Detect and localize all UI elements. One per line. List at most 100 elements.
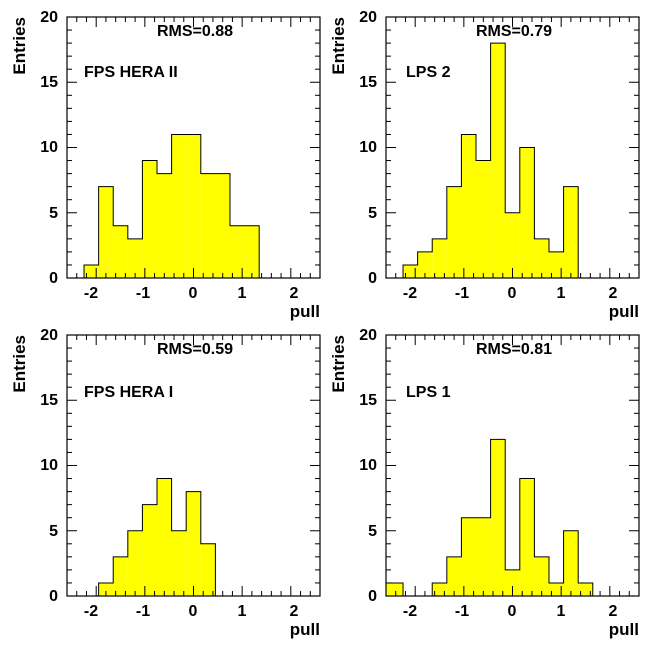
- histogram-bar: [98, 186, 114, 278]
- histogram-bar: [548, 582, 564, 596]
- xtick-label-0: 0: [189, 285, 198, 302]
- histogram-bar: [446, 186, 462, 278]
- ytick-label-10: 10: [40, 457, 58, 474]
- xtick-label-m1: -1: [455, 285, 469, 302]
- histogram-outline: [83, 133, 260, 278]
- rms-annotation: RMS=0.88: [157, 23, 233, 40]
- y-axis-title: Entries: [10, 335, 29, 393]
- ytick-label-15: 15: [40, 74, 58, 91]
- ytick-label-20: 20: [40, 327, 58, 344]
- rms-annotation: RMS=0.79: [476, 23, 552, 40]
- histogram-bar: [578, 582, 593, 596]
- xtick-label-m1: -1: [136, 603, 150, 620]
- ytick-label-10: 10: [40, 139, 58, 156]
- panel-bottom-right: 0 5 10 15 20 -2 -1 0 1 2 pull Entries RM…: [329, 327, 640, 639]
- ytick-label-20: 20: [359, 9, 377, 26]
- panel-top-left: 0 5 10 15 20 -2 -1 0 1 2 pull Entries RM…: [10, 9, 321, 321]
- ytick-label-5: 5: [49, 205, 58, 222]
- x-axis-title: pull: [290, 620, 320, 639]
- xtick-label-0: 0: [508, 603, 517, 620]
- histogram-bar: [490, 43, 506, 278]
- ytick-label-0: 0: [49, 588, 58, 605]
- histogram-bar: [563, 186, 579, 278]
- xtick-label-2: 2: [290, 603, 299, 620]
- histogram-bar: [417, 251, 433, 278]
- xtick-label-m1: -1: [136, 285, 150, 302]
- histogram-bar: [98, 582, 114, 596]
- ticks-group: [385, 334, 640, 597]
- rms-annotation: RMS=0.59: [157, 341, 233, 358]
- xtick-label-1: 1: [238, 285, 247, 302]
- histogram-bar: [519, 478, 535, 596]
- histogram-bar: [215, 173, 230, 278]
- histogram-bar: [171, 530, 187, 596]
- histogram-bar: [386, 582, 404, 596]
- ytick-label-15: 15: [359, 74, 377, 91]
- histogram-bar: [186, 134, 201, 278]
- histogram-bar: [113, 225, 128, 278]
- xtick-label-0: 0: [508, 285, 517, 302]
- ytick-label-20: 20: [40, 9, 58, 26]
- ytick-label-5: 5: [49, 523, 58, 540]
- rms-annotation: RMS=0.81: [476, 341, 552, 358]
- ytick-label-0: 0: [49, 270, 58, 287]
- histogram-bar: [548, 251, 564, 278]
- detector-label: FPS HERA I: [84, 384, 173, 401]
- histogram-bar: [157, 478, 172, 596]
- histogram-outline: [402, 42, 579, 278]
- xtick-label-2: 2: [609, 603, 618, 620]
- histogram-bar: [229, 225, 245, 278]
- histogram-bar: [476, 517, 491, 596]
- xtick-label-0: 0: [189, 603, 198, 620]
- histogram-bar: [142, 160, 158, 278]
- histogram-bar: [461, 134, 477, 278]
- xtick-label-m2: -2: [403, 603, 417, 620]
- histogram-bar: [200, 173, 216, 278]
- ytick-label-0: 0: [368, 270, 377, 287]
- histogram-group: [385, 438, 594, 597]
- histogram-bar: [171, 134, 187, 278]
- histogram-bar: [432, 582, 447, 596]
- xtick-label-m2: -2: [84, 603, 98, 620]
- x-axis-title: pull: [609, 302, 639, 321]
- histogram-bar: [446, 556, 462, 596]
- histogram-bar: [200, 543, 216, 596]
- ytick-label-0: 0: [368, 588, 377, 605]
- histogram-group: [402, 42, 579, 278]
- histogram-bar: [127, 238, 143, 278]
- xtick-label-2: 2: [609, 285, 618, 302]
- histogram-bar: [505, 569, 520, 596]
- ytick-label-20: 20: [359, 327, 377, 344]
- histogram-bar: [461, 517, 477, 596]
- histogram-bar: [142, 504, 158, 596]
- histogram-bar: [476, 160, 491, 278]
- xtick-label-1: 1: [238, 603, 247, 620]
- xtick-label-2: 2: [290, 285, 299, 302]
- histogram-bar: [505, 212, 520, 278]
- ytick-label-10: 10: [359, 457, 377, 474]
- histogram-bar: [563, 530, 579, 596]
- xtick-label-1: 1: [557, 603, 566, 620]
- histogram-bar: [534, 238, 549, 278]
- x-axis-title: pull: [290, 302, 320, 321]
- histogram-bar: [403, 264, 418, 278]
- histogram-bar: [84, 264, 99, 278]
- y-axis-title: Entries: [329, 335, 348, 393]
- ytick-label-5: 5: [368, 523, 377, 540]
- panel-top-right: 0 5 10 15 20 -2 -1 0 1 2 pull Entries RM…: [329, 9, 640, 321]
- histogram-group: [83, 133, 260, 278]
- ytick-label-5: 5: [368, 205, 377, 222]
- histogram-bar: [432, 238, 447, 278]
- histogram-bar: [244, 225, 260, 278]
- histogram-bar: [157, 173, 172, 278]
- detector-label: FPS HERA II: [84, 64, 178, 81]
- ticks-group: [385, 16, 640, 279]
- histogram-bar: [534, 556, 549, 596]
- x-axis-title: pull: [609, 620, 639, 639]
- xtick-label-1: 1: [557, 285, 566, 302]
- detector-label: LPS 1: [406, 384, 451, 401]
- panel-bottom-left: 0 5 10 15 20 -2 -1 0 1 2 pull Entries RM…: [10, 327, 321, 639]
- xtick-label-m2: -2: [403, 285, 417, 302]
